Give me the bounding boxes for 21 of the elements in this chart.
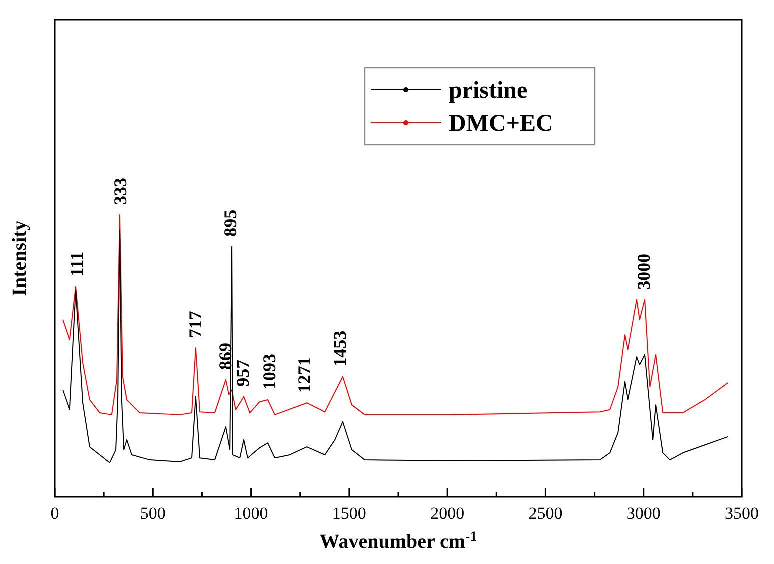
x-tick-label: 500 [140,504,166,523]
annotation: 333 [110,178,130,205]
x-tick-label: 1000 [234,504,268,523]
annotation: 1271 [294,357,314,394]
annotation: 1093 [260,354,280,390]
annotation: 3000 [634,254,654,290]
annotation: 895 [220,210,241,237]
annotation: 717 [186,311,206,338]
legend-label: pristine [449,78,528,104]
x-tick-label: 3500 [725,504,759,523]
annotation: 111 [66,252,87,277]
x-axis-title: Wavenumber cm$^{-1}$ [320,530,478,553]
annotation: 1453 [330,330,350,367]
annotation: 957 [232,360,253,387]
x-tick-label: 3000 [626,504,661,523]
y-axis-title: Intensity [9,220,31,296]
x-tick-label: 1500 [332,504,366,523]
legend-label: DMC+EC [449,111,554,137]
x-tick-label: 2000 [430,504,465,523]
x-tick-label: 2500 [528,504,563,523]
x-tick-label: 0 [50,504,60,523]
